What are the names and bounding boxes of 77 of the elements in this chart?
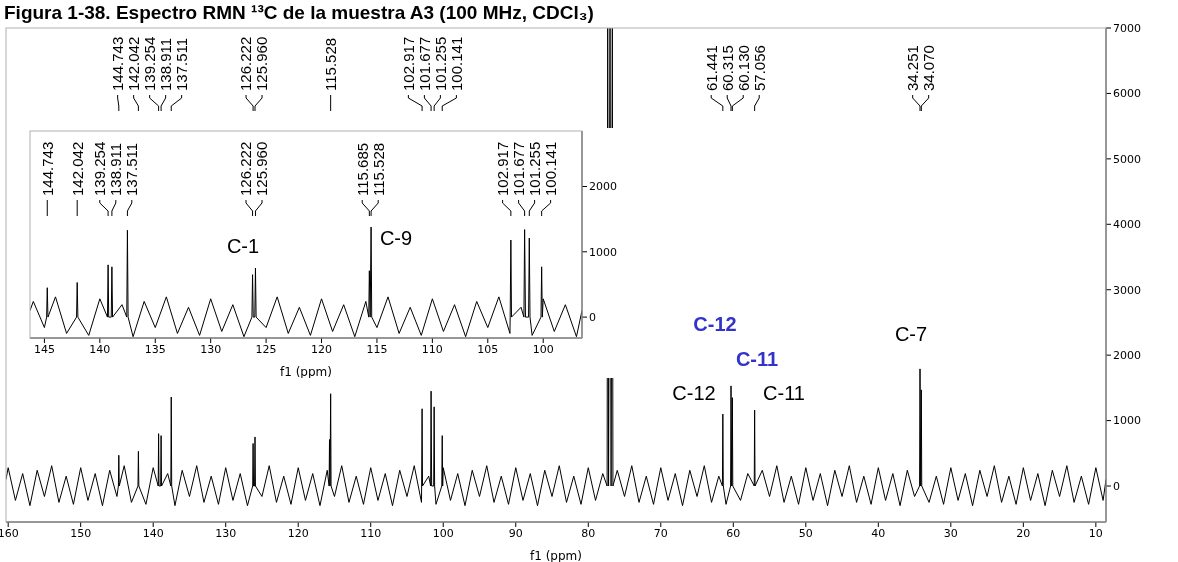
x-tick-label: 145 [33,342,55,356]
annotation: 125.960 [253,36,271,91]
x-tick-label: 100 [532,342,554,356]
y-tick-label: 0 [1113,479,1120,493]
annotation: 100.141 [542,141,560,196]
y-tick-label: 2000 [1113,349,1141,363]
annotation: 34.070 [920,45,938,91]
x-axis-title: f1 (ppm) [280,365,332,379]
annotation: 138.911 [157,37,175,91]
annotation: C-11 [735,348,779,370]
annotation: 115.685 [353,142,371,196]
annotation: 101.677 [415,36,433,91]
annotation: 101.255 [526,141,544,196]
y-tick-label: 3000 [1113,283,1141,297]
x-tick-label: 115 [366,342,388,356]
annotation: 142.042 [68,141,86,196]
x-tick-label: 130 [215,526,237,540]
annotation: 115.528 [322,37,340,91]
x-tick-label: 130 [200,342,222,356]
annotation: 101.677 [510,141,528,196]
x-tick-label: 150 [70,526,92,540]
x-tick-label: 135 [144,342,166,356]
annotation: 138.911 [107,142,125,196]
x-tick-label: 80 [581,526,596,540]
x-tick-label: 140 [142,526,164,540]
x-tick-label: 105 [477,342,499,356]
annotation: 102.917 [399,36,417,91]
annotation: 137.511 [173,37,191,91]
y-tick-label: 6000 [1113,87,1141,101]
annotation: 137.511 [123,142,141,196]
annotation: 102.917 [494,141,512,196]
x-tick-label: 110 [360,526,382,540]
chart-title: Figura 1-38. Espectro RMN ¹³C de la muestra A3 (100 MHz, CDCl₃) [4,2,594,24]
annotation: C-9 [379,227,413,249]
annotation: 100.141 [447,36,465,91]
annotation: 126.222 [237,141,255,196]
annotation: 57.056 [750,45,768,91]
x-tick-label: 120 [287,526,309,540]
x-tick-label: 120 [311,342,333,356]
annotation: 115.528 [369,142,387,196]
x-tick-label: 50 [798,526,813,540]
annotation: C-11 [763,382,805,404]
x-tick-label: 70 [653,526,668,540]
y-tick-label: 0 [589,311,596,325]
x-tick-label: 90 [508,526,523,540]
x-tick-label: 110 [421,342,443,356]
y-tick-label: 2000 [589,180,617,194]
y-tick-label: 4000 [1113,218,1141,232]
annotation: C-1 [226,235,260,257]
x-tick-label: 140 [89,342,111,356]
annotation: 60.315 [718,45,736,91]
annotation: 144.743 [38,141,56,196]
x-tick-label: 30 [943,526,958,540]
x-tick-label: 60 [726,526,741,540]
y-tick-label: 1000 [1113,414,1141,428]
annotation: 142.042 [125,36,143,91]
y-tick-label: 5000 [1113,152,1141,166]
annotation: 60.130 [734,45,752,91]
x-tick-label: 10 [1088,526,1103,540]
x-axis-title: f1 (ppm) [530,549,582,562]
annotation: 101.255 [431,36,449,91]
annotation: C-12 [693,313,737,335]
annotation: 139.254 [141,36,159,91]
annotation: 34.251 [904,45,922,91]
annotation: C-7 [894,323,928,345]
annotation: 61.441 [702,45,720,91]
annotation: C-12 [672,382,716,404]
x-tick-label: 40 [871,526,886,540]
annotation: 144.743 [109,36,127,91]
x-tick-label: 125 [255,342,277,356]
x-tick-label: 20 [1016,526,1031,540]
y-tick-label: 7000 [1113,21,1141,35]
y-tick-label: 1000 [589,245,617,259]
annotation: 139.254 [91,141,109,196]
annotation: 125.960 [253,141,271,196]
x-tick-label: 100 [432,526,454,540]
annotation: 126.222 [237,36,255,91]
